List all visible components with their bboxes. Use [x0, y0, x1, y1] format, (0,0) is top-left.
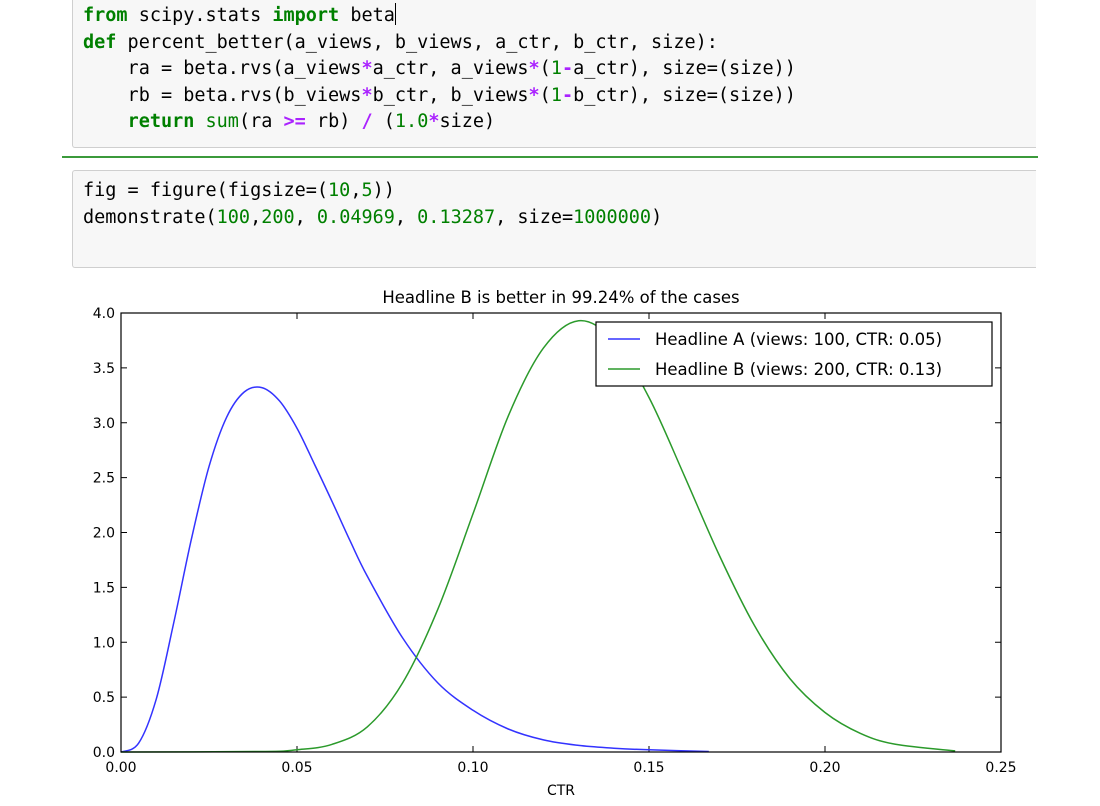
code-token: 10	[328, 180, 351, 201]
x-tick-label: 0.25	[985, 760, 1016, 776]
code-token: (ra	[238, 111, 284, 132]
code-token: a_ctr), size=(size))	[573, 58, 796, 79]
code-line: rb = beta.rvs(b_views*b_ctr, b_views*(1-…	[83, 85, 796, 106]
x-tick-label: 0.05	[281, 760, 312, 776]
code-token: *	[428, 111, 440, 132]
code-token: scipy.stats	[127, 5, 273, 26]
x-tick-label: 0.10	[457, 760, 488, 776]
chart-title: Headline B is better in 99.24% of the ca…	[382, 288, 739, 307]
axis-ticks: 0.00 0.05 0.10 0.15 0.20 0.25 0.0 0.5 1.0 1.5 2.0 2…	[93, 306, 1017, 776]
code-token: (	[539, 58, 551, 79]
code-token: /	[361, 111, 373, 132]
x-tick-label: 0.15	[633, 760, 664, 776]
y-tick-label: 3.5	[93, 361, 115, 377]
code-token: *	[361, 58, 373, 79]
y-tick-label: 1.0	[93, 635, 115, 651]
code-line: def percent_better(a_views, b_views, a_c…	[83, 32, 718, 53]
code-token: , size=	[495, 206, 574, 228]
plot-lines	[120, 319, 956, 753]
code-token: ra = beta.rvs(a_views	[83, 58, 362, 79]
code-token: ,	[394, 206, 418, 228]
code-token: beta	[339, 5, 395, 26]
code-token: 1	[550, 58, 562, 79]
code-token: *	[361, 84, 373, 106]
code-cell-imports[interactable]: from scipy.stats import beta def percent…	[72, 0, 1036, 148]
legend-label: Headline B (views: 200, CTR: 0.13)	[655, 360, 942, 379]
y-tick-label: 0.5	[93, 690, 115, 706]
code-token: return	[127, 111, 195, 132]
selected-cell-indicator	[62, 156, 1038, 158]
code-token: ,	[250, 206, 262, 228]
code-token: 1	[550, 84, 562, 106]
chart-legend: Headline A (views: 100, CTR: 0.05) Headli…	[595, 321, 993, 387]
code-token: b_ctr), size=(size))	[573, 84, 796, 106]
code-token: 1000000	[573, 206, 652, 228]
code-token: 0.13287	[417, 206, 496, 228]
code-line: from scipy.stats import beta	[83, 3, 396, 26]
code-token: *	[528, 58, 540, 79]
legend-frame	[595, 321, 993, 387]
code-token: import	[272, 5, 340, 26]
series-headline-a-line	[120, 386, 709, 753]
y-tick-label: 4.0	[93, 306, 115, 322]
code-token: -	[561, 84, 574, 106]
code-token: 5	[361, 180, 373, 201]
code-token: >=	[283, 111, 306, 132]
y-tick-label: 0.0	[93, 745, 115, 761]
code-token: *	[528, 84, 540, 106]
code-token: ,	[350, 180, 362, 201]
code-token: fig = figure(figsize=(	[83, 180, 329, 201]
plot-area-frame	[120, 312, 1002, 753]
code-token: percent_better(a_views, b_views, a_ctr, …	[116, 31, 718, 53]
series-headline-b-line	[120, 319, 956, 753]
code-token: rb = beta.rvs(b_views	[83, 84, 362, 106]
code-token: 1.0	[394, 111, 429, 132]
code-editor[interactable]: from scipy.stats import beta def percent…	[83, 3, 796, 136]
x-tick-label: 0.00	[105, 760, 136, 776]
code-token: (	[372, 111, 395, 132]
code-line: ra = beta.rvs(a_views*a_ctr, a_views*(1-…	[83, 58, 796, 79]
code-token: (	[539, 84, 551, 106]
x-tick-label: 0.20	[809, 760, 840, 776]
y-tick-label: 1.5	[93, 580, 115, 596]
legend-label: Headline A (views: 100, CTR: 0.05)	[655, 330, 942, 349]
code-token: 100	[216, 206, 251, 228]
code-line: return sum(ra >= rb) / (1.0*size)	[83, 111, 496, 132]
code-token: ,	[294, 206, 317, 228]
code-cell-demonstrate[interactable]: fig = figure(figsize=(10,5)) demonstrate…	[72, 170, 1036, 268]
code-token: 0.04969	[316, 206, 395, 228]
y-tick-label: 2.0	[93, 526, 115, 542]
code-token: sum	[205, 111, 239, 132]
code-line: demonstrate(100,200, 0.04969, 0.13287, s…	[83, 207, 662, 228]
code-token: b_ctr, b_views	[372, 84, 529, 106]
code-token: def	[83, 31, 117, 53]
code-token: a_ctr, a_views	[372, 58, 529, 79]
code-token: -	[561, 58, 574, 79]
y-tick-label: 2.5	[93, 471, 115, 487]
code-token: demonstrate(	[83, 206, 217, 228]
code-line: fig = figure(figsize=(10,5))	[83, 180, 395, 201]
code-token: ))	[372, 180, 395, 201]
code-token: 200	[261, 206, 295, 228]
code-token: )	[651, 206, 663, 228]
code-token: rb)	[305, 111, 362, 132]
text-cursor	[394, 3, 396, 25]
x-axis-label: CTR	[547, 783, 575, 799]
code-editor[interactable]: fig = figure(figsize=(10,5)) demonstrate…	[83, 178, 662, 231]
y-tick-label: 3.0	[93, 416, 115, 432]
code-token: size)	[439, 111, 496, 132]
code-token: from	[83, 5, 128, 26]
